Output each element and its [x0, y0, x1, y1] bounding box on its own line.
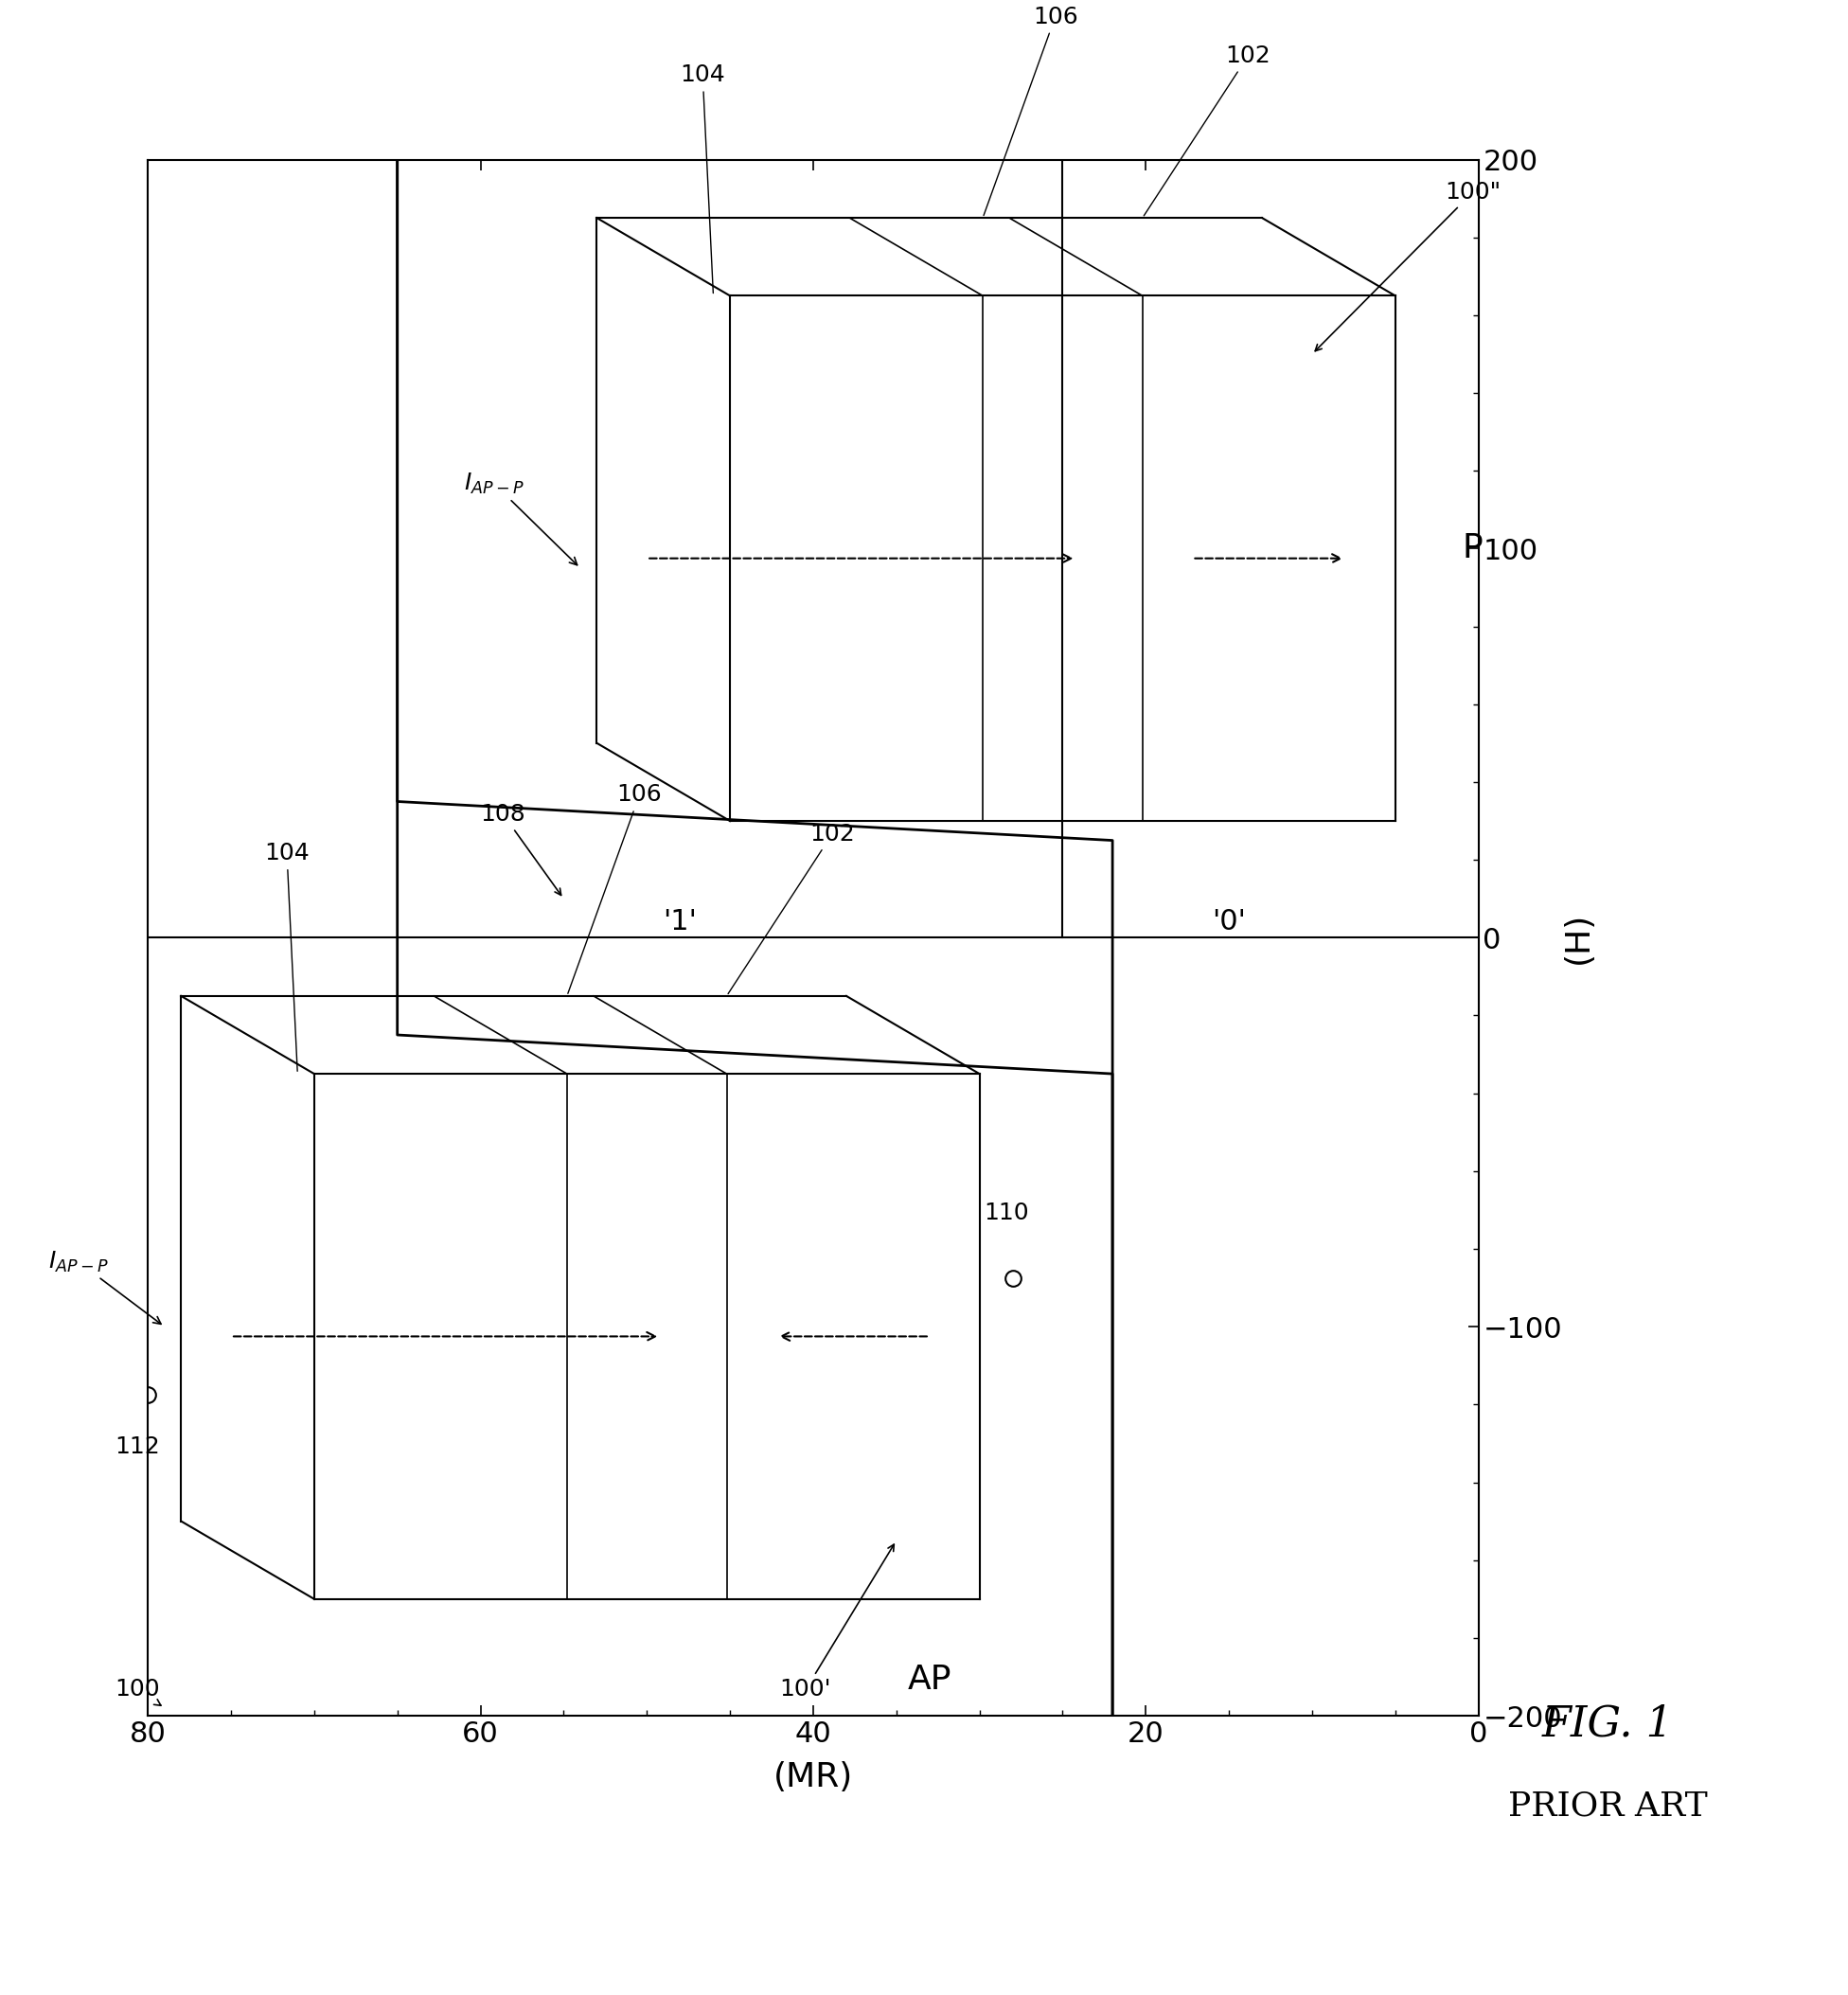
- Text: 104: 104: [264, 842, 309, 1071]
- Text: 104: 104: [680, 64, 724, 293]
- Text: 106: 106: [567, 784, 662, 994]
- Text: $I_{AP-P}$: $I_{AP-P}$: [464, 471, 577, 565]
- Text: 102: 102: [728, 822, 856, 994]
- X-axis label: (MR): (MR): [772, 1762, 854, 1794]
- Text: 110: 110: [985, 1201, 1029, 1225]
- Text: P: P: [1462, 533, 1482, 565]
- Text: '1': '1': [663, 908, 697, 936]
- Text: AP: AP: [907, 1664, 952, 1696]
- Text: '0': '0': [1212, 908, 1246, 936]
- Text: FIG. 1: FIG. 1: [1541, 1704, 1674, 1744]
- Text: 100": 100": [1316, 180, 1501, 351]
- Text: 100': 100': [780, 1544, 894, 1702]
- Text: PRIOR ART: PRIOR ART: [1508, 1790, 1708, 1821]
- Text: 102: 102: [1144, 44, 1271, 215]
- Text: $I_{AP-P}$: $I_{AP-P}$: [48, 1249, 161, 1325]
- Text: 100: 100: [115, 1678, 161, 1706]
- Y-axis label: (H): (H): [1562, 912, 1595, 964]
- Text: 106: 106: [983, 6, 1077, 215]
- Text: 108: 108: [480, 802, 562, 896]
- Text: 112: 112: [115, 1434, 159, 1458]
